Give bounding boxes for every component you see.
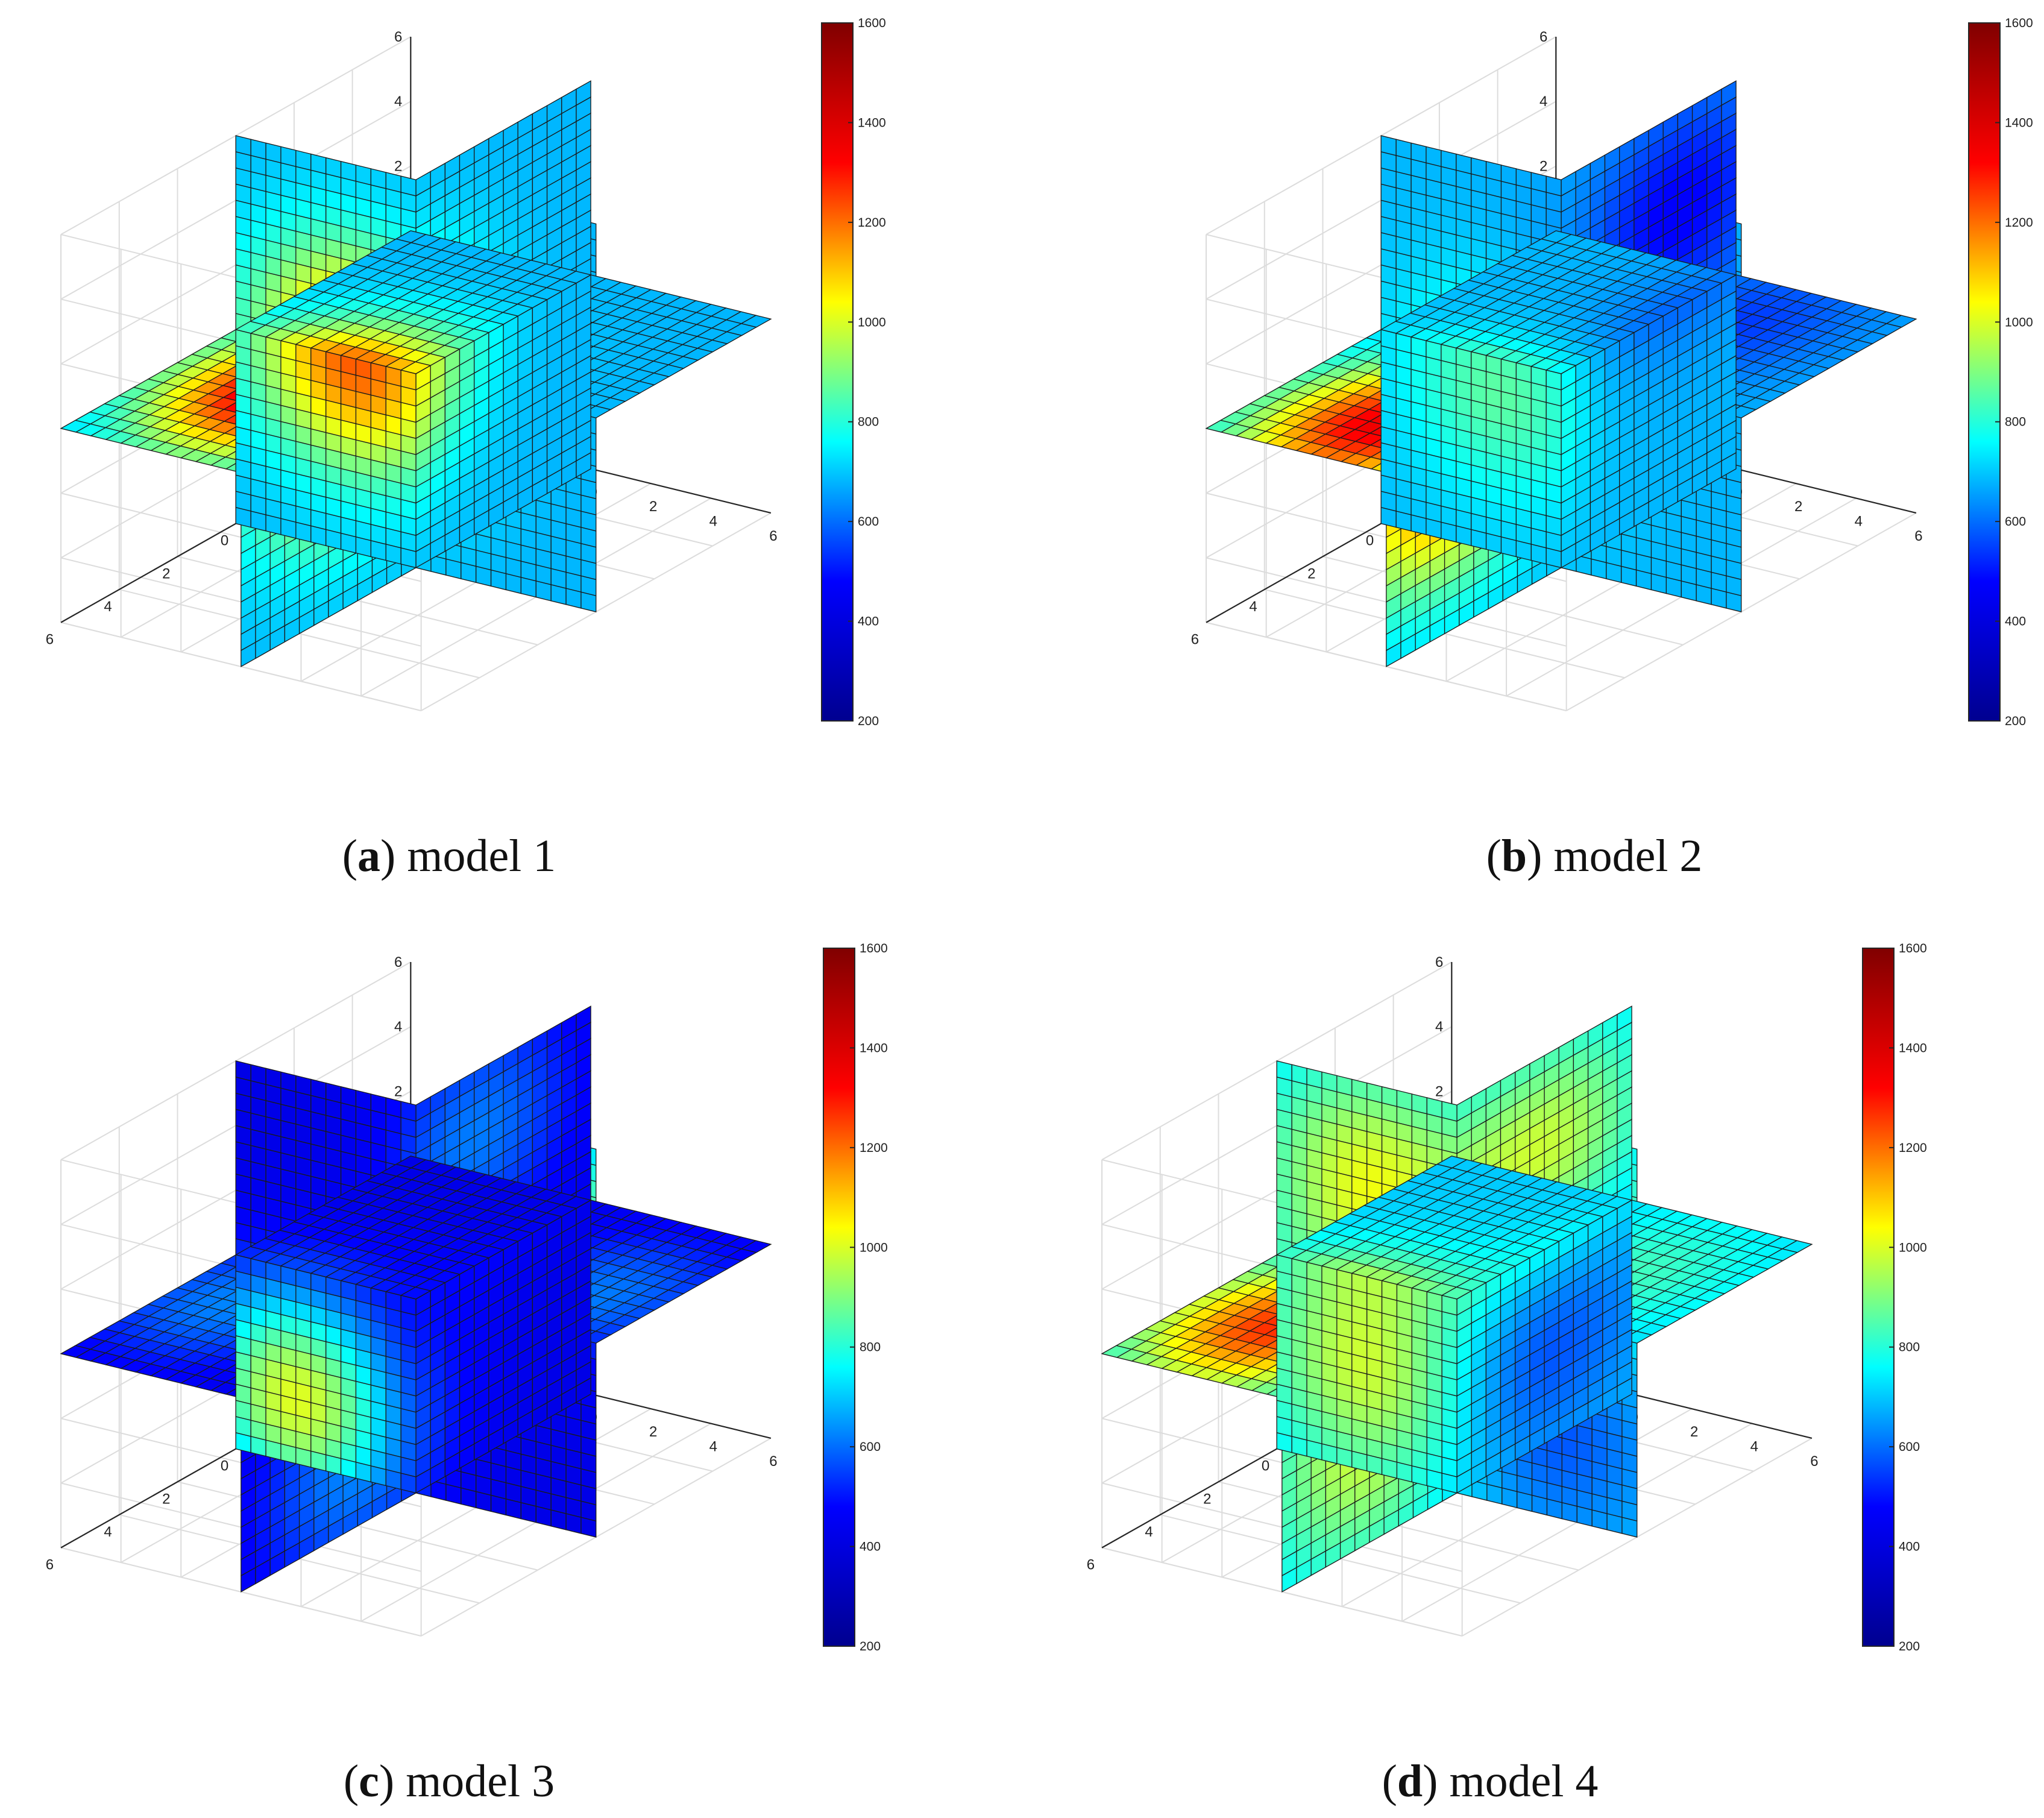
slice-cell [1515,168,1532,189]
colorbar [821,22,854,722]
y-tick-label: 2 [1307,565,1315,582]
panel-caption: (b) model 2 [1486,831,1703,881]
slice-cell [370,168,386,189]
colorbar-tick-label: 1400 [858,116,886,130]
slice-cell [340,160,357,182]
z-tick-label: 6 [1539,29,1547,45]
slice-cell [1485,160,1502,182]
y-tick-label: 6 [1191,632,1199,648]
slice-cell [1410,142,1427,163]
panel-letter: b [1502,831,1527,881]
slice-cell [1395,139,1412,160]
z-tick-label: 6 [394,29,402,45]
z-tick-label: 2 [394,158,402,174]
panel-c: -6-6-6-4-4-4-2-2-20002224446662004006008… [46,942,888,1807]
x-tick-label: 6 [769,1453,777,1470]
slice-cell [235,135,251,156]
slice-surface [60,80,772,667]
y-tick-label: 4 [104,1524,112,1540]
slice-cell [385,172,401,193]
x-tick-label: 6 [1914,528,1922,544]
slice-cell [1530,172,1547,193]
slice-cell [1546,175,1562,197]
x-tick-label: 2 [1794,499,1802,515]
panel-letter: a [357,831,380,881]
z-tick-label: 4 [394,1019,402,1035]
slice-cell [1380,135,1397,156]
x-tick-label: 2 [649,499,657,515]
y-tick-label: 0 [1366,533,1374,549]
x-tick-label: 4 [709,1439,717,1455]
slice-cell [280,146,297,168]
slice-cell [310,153,327,175]
colorbar-tick-label: 1200 [2005,216,2033,230]
y-tick-label: 4 [104,599,112,615]
y-tick-label: 6 [46,632,54,648]
panel-caption: (a) model 1 [342,831,556,881]
panel-caption-text: model 2 [1553,831,1702,881]
slice-cell [355,164,371,186]
panel-b: -6-6-6-4-4-4-2-2-20002224446662004006008… [1191,16,2033,881]
z-tick-label: 4 [394,93,402,110]
x-tick-label: 2 [649,1424,657,1440]
colorbar-tick-label: 800 [858,415,879,429]
slice-cell [1470,157,1487,178]
x-tick-label: 4 [709,514,717,530]
panel-caption-text: model 1 [407,831,556,881]
colorbar-tick-label: 200 [858,714,879,728]
x-tick-label: 4 [1855,514,1863,530]
slice-cell [325,157,342,178]
colorbar-tick-label: 600 [2005,515,2026,529]
y-tick-label: 6 [46,1557,54,1573]
colorbar-tick-label: 1000 [2005,315,2033,329]
colorbar-tick-label: 800 [2005,415,2026,429]
colorbar-tick-label: 1400 [2005,116,2033,130]
slice-cell [250,139,266,160]
colorbar-tick-label: 1000 [858,315,886,329]
slice-cell [1456,153,1472,175]
slice-cell [1426,146,1442,168]
colorbar [1968,22,2001,722]
colorbar-tick-label: 1600 [858,16,886,30]
y-tick-label: 2 [162,1491,170,1507]
panel-a: -6-6-6-4-4-4-2-2-20002224446662004006008… [46,16,886,881]
z-tick-label: 2 [394,1083,402,1099]
y-tick-label: 0 [221,533,228,549]
colorbar-tick-label: 200 [2005,714,2026,728]
slice-cell [265,142,281,163]
y-tick-label: 2 [162,565,170,582]
z-tick-label: 4 [1539,93,1547,110]
slice-cell [400,175,417,197]
z-tick-label: 2 [1539,158,1547,174]
slice-cell [1441,149,1457,171]
slice-cell [1500,164,1517,186]
colorbar-tick-label: 400 [858,615,879,629]
x-tick-label: 6 [769,528,777,544]
colorbar-tick-label: 1200 [858,216,886,230]
y-tick-label: 4 [1249,599,1257,615]
z-tick-label: 6 [394,954,402,970]
colorbar-tick-label: 1600 [2005,16,2033,30]
slice-cell [295,149,312,171]
colorbar-tick-label: 600 [858,515,879,529]
y-tick-label: 0 [221,1458,228,1474]
colorbar-tick-label: 400 [2005,615,2026,629]
